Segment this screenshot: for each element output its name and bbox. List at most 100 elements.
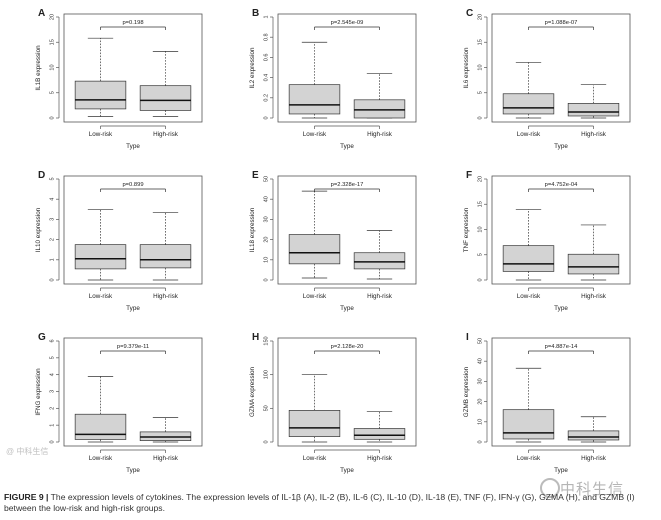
- panel-letter-I: I: [466, 332, 469, 343]
- y-tick-label-I: 10: [477, 419, 483, 425]
- y-tick-label-A: 10: [49, 64, 55, 70]
- box-E: [288, 234, 341, 265]
- y-tick-label-C: 5: [477, 91, 483, 94]
- p-value-D: p=0.899: [122, 182, 143, 188]
- y-tick-label-I: 30: [477, 378, 483, 384]
- y-tick-label-G: 4: [49, 373, 55, 376]
- y-tick-label-H: 50: [263, 405, 269, 411]
- y-tick-label-H: 150: [263, 336, 269, 345]
- x-tick-label-F: Low-risk: [517, 293, 541, 300]
- plot-frame-F: [491, 175, 631, 285]
- y-tick-label-G: 5: [49, 356, 55, 359]
- y-tick-label-B: 0.2: [263, 94, 269, 102]
- box-E: [353, 252, 406, 270]
- y-tick-label-D: 5: [49, 177, 55, 180]
- panel-letter-F: F: [466, 170, 472, 181]
- y-tick-label-D: 2: [49, 238, 55, 241]
- p-value-H: p=2.128e-20: [331, 344, 364, 350]
- y-tick-label-C: 0: [477, 116, 483, 119]
- watermark-small: @ 中科生信: [6, 447, 49, 456]
- y-tick-label-G: 0: [49, 440, 55, 443]
- x-axis-label-E: Type: [340, 305, 354, 312]
- y-axis-label-B: IL2 expression: [249, 47, 256, 88]
- x-axis-label-D: Type: [126, 305, 140, 312]
- caption-label: FIGURE 9 |: [4, 492, 49, 502]
- plot-frame-G: [63, 337, 203, 447]
- y-axis-label-H: GZMA expression: [249, 366, 256, 417]
- x-tick-label-H: Low-risk: [303, 455, 327, 462]
- box-D: [139, 244, 192, 269]
- box-H: [353, 428, 406, 440]
- plot-frame-H: [277, 337, 417, 447]
- x-axis-label-H: Type: [340, 467, 354, 474]
- x-tick-label-I: Low-risk: [517, 455, 541, 462]
- panel-letter-D: D: [38, 170, 45, 181]
- y-tick-label-A: 20: [49, 14, 55, 20]
- y-tick-label-I: 40: [477, 358, 483, 364]
- panel-letter-A: A: [38, 8, 45, 19]
- x-tick-label-A: High-risk: [153, 131, 179, 138]
- plot-frame-I: [491, 337, 631, 447]
- y-axis-label-A: IL1B expression: [35, 45, 42, 91]
- y-tick-label-D: 1: [49, 258, 55, 261]
- p-value-E: p=2.328e-17: [331, 182, 364, 188]
- y-tick-label-B: 0.6: [263, 54, 269, 62]
- x-tick-label-E: Low-risk: [303, 293, 327, 300]
- y-tick-label-F: 20: [477, 176, 483, 182]
- y-axis-label-I: GZMB expression: [463, 366, 470, 417]
- y-axis-label-D: IL10 expression: [35, 207, 42, 252]
- watermark-logo-icon: [540, 478, 560, 498]
- y-tick-label-G: 6: [49, 339, 55, 342]
- x-tick-label-H: High-risk: [367, 455, 393, 462]
- y-tick-label-C: 15: [477, 39, 483, 45]
- y-tick-label-I: 0: [477, 440, 483, 443]
- plot-frame-C: [491, 13, 631, 123]
- x-tick-label-D: High-risk: [153, 293, 179, 300]
- y-tick-label-B: 0.8: [263, 33, 269, 41]
- y-tick-label-F: 5: [477, 253, 483, 256]
- plot-frame-A: [63, 13, 203, 123]
- p-value-I: p=4.887e-14: [545, 344, 578, 350]
- y-tick-label-G: 3: [49, 390, 55, 393]
- box-B: [353, 99, 406, 119]
- y-tick-label-G: 2: [49, 407, 55, 410]
- panel-letter-G: G: [38, 332, 46, 343]
- x-tick-label-G: Low-risk: [89, 455, 113, 462]
- x-tick-label-E: High-risk: [367, 293, 393, 300]
- x-tick-label-A: Low-risk: [89, 131, 113, 138]
- box-D: [74, 244, 127, 270]
- y-tick-label-E: 0: [263, 278, 269, 281]
- p-value-A: p=0.198: [122, 20, 143, 26]
- x-axis-label-C: Type: [554, 143, 568, 150]
- x-axis-label-G: Type: [126, 467, 140, 474]
- panel-letter-B: B: [252, 8, 259, 19]
- y-tick-label-A: 5: [49, 91, 55, 94]
- y-tick-label-G: 1: [49, 424, 55, 427]
- panel-letter-E: E: [252, 170, 259, 181]
- box-H: [288, 410, 341, 437]
- x-tick-label-B: Low-risk: [303, 131, 327, 138]
- x-tick-label-D: Low-risk: [89, 293, 113, 300]
- y-tick-label-F: 15: [477, 201, 483, 207]
- y-tick-label-E: 10: [263, 257, 269, 263]
- box-G: [74, 413, 127, 440]
- plot-frame-D: [63, 175, 203, 285]
- panel-letter-H: H: [252, 332, 259, 343]
- y-tick-label-D: 4: [49, 198, 55, 201]
- y-tick-label-F: 10: [477, 226, 483, 232]
- y-axis-label-C: IL6 expression: [463, 47, 470, 88]
- y-axis-label-F: TNF expression: [463, 207, 470, 252]
- y-tick-label-I: 20: [477, 399, 483, 405]
- x-axis-label-I: Type: [554, 467, 568, 474]
- box-I: [502, 409, 555, 440]
- y-tick-label-H: 100: [263, 370, 269, 379]
- x-tick-label-G: High-risk: [153, 455, 179, 462]
- y-tick-label-C: 20: [477, 14, 483, 20]
- watermark-text: 中科生信: [560, 480, 625, 498]
- plot-frame-E: [277, 175, 417, 285]
- x-axis-label-A: Type: [126, 143, 140, 150]
- p-value-B: p=2.545e-09: [331, 20, 364, 26]
- y-tick-label-D: 0: [49, 278, 55, 281]
- p-value-G: p=9.379e-11: [117, 344, 149, 350]
